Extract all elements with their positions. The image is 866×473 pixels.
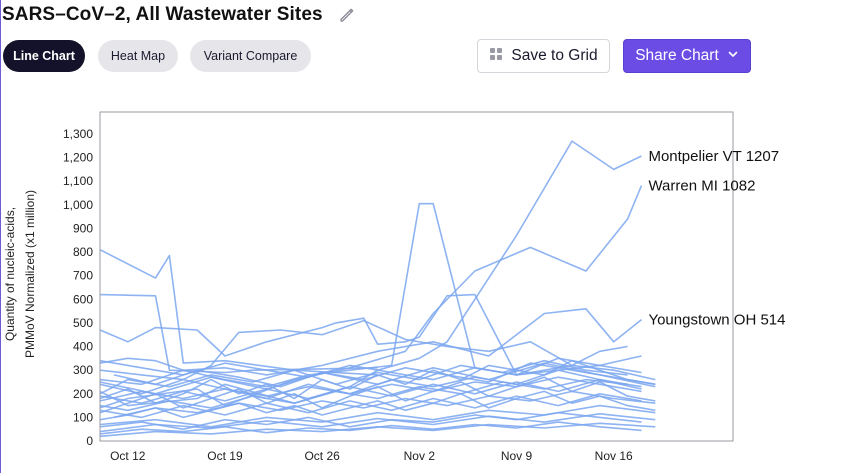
series-line-youngstown-oh <box>99 307 642 376</box>
tab-heat-map[interactable]: Heat Map <box>98 40 178 72</box>
y-tick-label: 400 <box>73 340 93 354</box>
series-line-site-q <box>99 422 656 438</box>
annotations: Montpelier VT 1207 Warren MI 1082 Youngsto… <box>648 148 785 329</box>
series-line-site-v <box>99 412 656 433</box>
plot-frame <box>99 111 734 442</box>
y-tick-label: 1,100 <box>63 174 93 188</box>
y-axis-label-line-1: Quantity of nucleic-acids, <box>3 207 17 341</box>
tab-variant-compare[interactable]: Variant Compare <box>190 40 311 72</box>
y-tick-label: 700 <box>73 269 93 283</box>
y-tick-label: 0 <box>86 434 93 448</box>
series-line-site-p <box>99 376 642 402</box>
series-line-site-r <box>99 404 656 428</box>
grid-icon <box>489 47 503 66</box>
y-tick-label: 1,300 <box>63 127 93 141</box>
share-chart-button[interactable]: Share Chart <box>623 39 751 73</box>
series-line-site-w <box>99 378 642 405</box>
x-tick-label: Nov 9 <box>501 449 533 463</box>
title-row: SARS–CoV–2, All Wastewater Sites <box>2 2 357 28</box>
x-tick-label: Oct 19 <box>207 449 243 463</box>
save-to-grid-label: Save to Grid <box>511 47 598 64</box>
pencil-icon[interactable] <box>337 5 357 25</box>
y-tick-label: 1,000 <box>63 198 93 212</box>
left-border <box>0 0 1 473</box>
x-tick-label: Oct 26 <box>304 449 340 463</box>
series-line-site-o <box>113 362 656 388</box>
series-line-site-m <box>99 378 628 412</box>
x-tick-label: Nov 2 <box>404 449 436 463</box>
y-axis-label-line-2: PMMoV Normalized (x1 million) <box>23 190 37 358</box>
y-tick-label: 900 <box>73 221 93 235</box>
tab-line-chart[interactable]: Line Chart <box>3 40 85 72</box>
share-chart-label: Share Chart <box>635 47 719 64</box>
series-line-site-s <box>99 357 642 381</box>
y-tick-label: 200 <box>73 387 93 401</box>
save-to-grid-button[interactable]: Save to Grid <box>477 39 610 73</box>
annotation-label: Youngstown OH 514 <box>648 312 785 329</box>
series-line-site-a <box>99 248 378 376</box>
series-line-site-u <box>99 362 656 395</box>
y-tick-label: 300 <box>73 363 93 377</box>
series-line-warren-mi <box>99 185 643 409</box>
series-lines <box>99 140 656 438</box>
x-tick-label: Oct 12 <box>110 449 146 463</box>
y-tick-label: 1,200 <box>63 151 93 165</box>
y-tick-label: 800 <box>73 245 93 259</box>
page-title: SARS–CoV–2, All Wastewater Sites <box>2 4 323 25</box>
series-line-site-t <box>99 392 642 419</box>
annotation-label: Warren MI 1082 <box>648 177 755 194</box>
series-line-site-h <box>99 390 656 421</box>
x-tick-label: Nov 16 <box>595 449 633 463</box>
y-tick-label: 500 <box>73 316 93 330</box>
series-line-site-n <box>113 390 656 419</box>
y-tick-label: 600 <box>73 292 93 306</box>
y-tick-label: 100 <box>73 410 93 424</box>
y-axis-label: Quantity of nucleic-acids, PMMoV Normali… <box>3 190 37 358</box>
annotation-label: Montpelier VT 1207 <box>648 148 779 165</box>
y-axis-ticks: 0 100 200 300 400 500 600 700 800 900 1,000 1,100 1,… <box>63 127 93 448</box>
chevron-down-icon <box>727 47 739 65</box>
x-axis-ticks: Oct 12 Oct 19 Oct 26 Nov 2 Nov 9 Nov 16 <box>110 449 633 463</box>
